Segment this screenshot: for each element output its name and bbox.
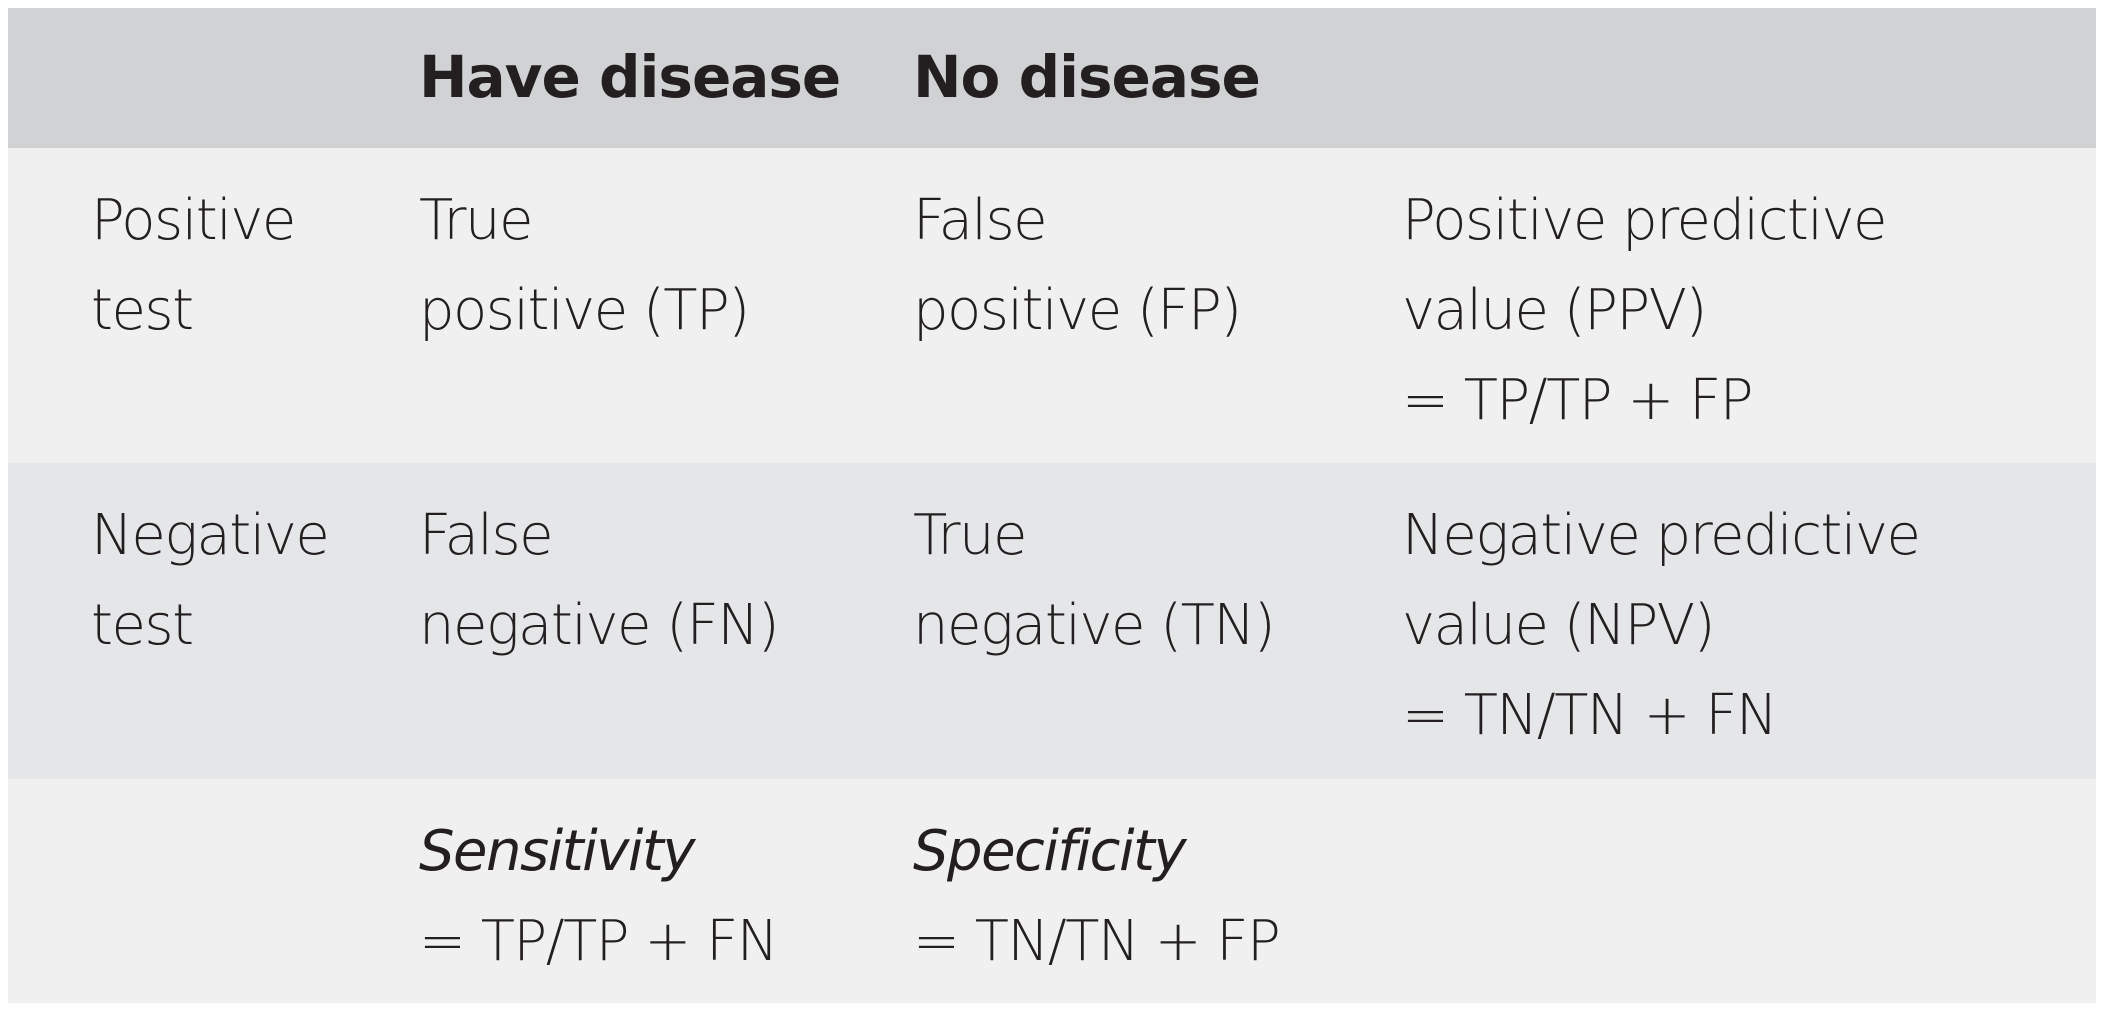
diagnostic-test-table: Have disease No disease Positive test Tr… <box>8 8 2096 1003</box>
row-label-positive-test: Positive test <box>91 188 296 343</box>
cell-false-positive: False positive (FP) <box>913 188 1242 343</box>
header-have-disease: Have disease <box>419 43 841 111</box>
cell-specificity: Specificity = TN/TN + FP <box>913 807 1281 987</box>
cell-positive-predictive-value: Positive predictive value (PPV) = TP/TP … <box>1402 188 1887 433</box>
specificity-formula: = TN/TN + FP <box>913 909 1281 974</box>
table-header-row: Have disease No disease <box>8 8 2096 148</box>
cell-false-negative: False negative (FN) <box>419 503 780 658</box>
cell-true-positive: True positive (TP) <box>419 188 750 343</box>
specificity-label: Specificity <box>913 819 1187 884</box>
header-no-disease: No disease <box>913 43 1261 111</box>
row-label-negative-test: Negative test <box>91 503 330 658</box>
table-row-positive-test: Positive test True positive (TP) False p… <box>8 148 2096 463</box>
sensitivity-label: Sensitivity <box>419 819 696 884</box>
table-row-negative-test: Negative test False negative (FN) True n… <box>8 463 2096 779</box>
sensitivity-formula: = TP/TP + FN <box>419 909 779 974</box>
cell-sensitivity: Sensitivity = TP/TP + FN <box>419 807 779 987</box>
table-row-sensitivity-specificity: Sensitivity = TP/TP + FN Specificity = T… <box>8 779 2096 1003</box>
cell-true-negative: True negative (TN) <box>913 503 1276 658</box>
cell-negative-predictive-value: Negative predictive value (NPV) = TN/TN … <box>1402 503 1921 748</box>
